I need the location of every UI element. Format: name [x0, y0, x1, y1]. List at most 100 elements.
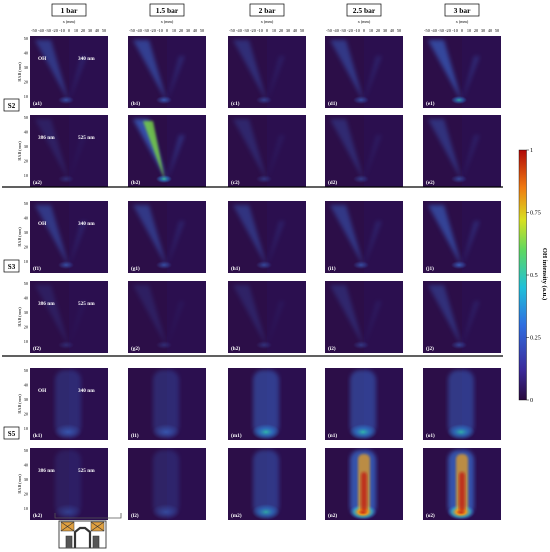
column-header: 3 bar: [444, 3, 480, 17]
panel-right-half: [167, 36, 206, 108]
flame-base-glow: [58, 261, 74, 269]
y-tick-label: 10: [24, 339, 28, 344]
flame-panel: (o2): [423, 448, 501, 520]
panel-label: (h1): [231, 265, 240, 272]
group-label-text: S5: [8, 430, 16, 438]
flame-panel: (d2): [325, 115, 403, 187]
jet-plume: [350, 370, 376, 436]
flame-branch-left: [233, 40, 267, 102]
x-tick-label: 0: [166, 28, 168, 33]
colorbar-ticks: 1 0.75 0.5 0.25 0: [526, 147, 541, 404]
x-tick-label: -10: [257, 28, 263, 33]
flame-glow: [54, 450, 82, 520]
jet-base-glow: [152, 504, 180, 520]
jet-base-glow: [54, 424, 82, 440]
panel-label: (a1): [33, 100, 42, 107]
x-tick-label: 50: [200, 28, 204, 33]
panel-label: (j2): [426, 345, 434, 352]
y-tick-label: 10: [24, 94, 28, 99]
flame-panel: (m1): [228, 368, 306, 440]
flame-glow: [35, 205, 87, 269]
panel-label: (c1): [231, 100, 240, 107]
panel-label: (n1): [328, 432, 337, 439]
x-tick-label: -20: [347, 28, 353, 33]
flame-branch-right: [69, 301, 87, 347]
panel-left-text: OH: [38, 221, 47, 227]
y-tick-label: 10: [24, 426, 28, 431]
panel-left-text: OH: [38, 56, 47, 62]
panel-label: (g1): [131, 265, 140, 272]
y-axis-label: HAB (mm): [17, 394, 22, 414]
flame-panel: (a1) OH 340 nm: [30, 36, 108, 108]
jet-hot-core: [361, 472, 367, 512]
flame-panel: (i1): [325, 201, 403, 273]
panel-right-half: [267, 281, 306, 353]
colorbar-tick-label: 0.25: [530, 335, 541, 342]
panel-label: (e1): [426, 100, 435, 107]
panel-label: (i2): [328, 345, 336, 352]
flame-panel: (e1): [423, 36, 501, 108]
flame-panel: (c2): [228, 115, 306, 187]
flame-panel: (b2): [128, 115, 206, 187]
panel-label: (c2): [231, 179, 240, 186]
column-header-box: [51, 3, 87, 17]
panel-right-half: [69, 115, 108, 187]
flame-panel: (m2): [228, 448, 306, 520]
y-tick-label: 20: [24, 412, 28, 417]
flame-panel: (o1): [423, 368, 501, 440]
panel-label: (b1): [131, 100, 140, 107]
flame-base-glow: [256, 261, 272, 269]
panel-right-half: [462, 201, 501, 273]
jet-plume: [55, 370, 81, 436]
flame-panel: (b1): [128, 36, 206, 108]
panel-label: (k1): [33, 432, 42, 439]
x-tick-label: 10: [172, 28, 176, 33]
flame-branch-right: [167, 221, 185, 267]
x-axis-label: x (mm): [456, 19, 469, 24]
y-tick-label: 50: [24, 368, 28, 373]
flame-glow: [233, 205, 285, 269]
flame-branch-right: [364, 221, 382, 267]
panel-label: (d1): [328, 100, 337, 107]
jet-plume: [253, 450, 279, 516]
y-tick-label: 30: [24, 310, 28, 315]
panel-label: (m2): [231, 512, 242, 519]
y-axis-label: HAB (mm): [17, 307, 22, 327]
panel-label: (o1): [426, 432, 435, 439]
flame-base-glow: [256, 96, 272, 104]
x-tick-label: 0: [68, 28, 70, 33]
flame-branch-left: [35, 119, 69, 181]
flame-glow: [133, 205, 185, 269]
column-header: 1 bar: [51, 3, 87, 17]
flame-base-glow: [451, 341, 467, 349]
x-tick-label: 40: [390, 28, 394, 33]
column-header-box: [444, 3, 480, 17]
panel-right-half: [267, 115, 306, 187]
colorbar-tick-label: 0.75: [530, 210, 541, 217]
column-headers: 1 bar 1.5 bar 2 bar 2.5 bar 3 bar: [51, 3, 480, 17]
flame-glow: [330, 40, 382, 104]
panel-right-half: [364, 281, 403, 353]
panel-label: (m1): [231, 432, 242, 439]
flame-glow: [349, 450, 377, 520]
x-tick-label: -10: [452, 28, 458, 33]
x-tick-label: 20: [474, 28, 478, 33]
flame-branch-left: [330, 285, 364, 347]
panel-label: (h2): [231, 345, 240, 352]
flame-glow: [54, 370, 82, 440]
colorbar-gradient: [518, 149, 527, 401]
flame-glow: [233, 119, 285, 183]
column-header-label: 1 bar: [61, 6, 79, 15]
group-label-box: [3, 98, 20, 112]
x-tick-label: 50: [300, 28, 304, 33]
panel-left-text: 386 nm: [38, 301, 55, 307]
panel-label: (d2): [328, 179, 337, 186]
y-tick-label: 50: [24, 281, 28, 286]
panel-label: (b2): [131, 179, 140, 186]
flame-panel: (f1) OH 340 nm: [30, 201, 108, 273]
flame-glow: [133, 40, 185, 104]
x-tick-label: -40: [333, 28, 339, 33]
x-axis-label: x (mm): [358, 19, 371, 24]
flame-base-glow: [58, 175, 74, 183]
